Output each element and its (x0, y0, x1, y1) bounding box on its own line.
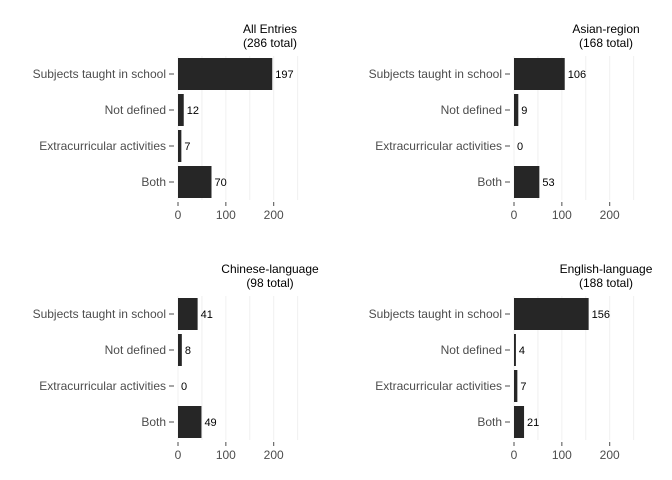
bar-value-label: 7 (520, 381, 526, 393)
bar (178, 406, 202, 438)
bar (514, 94, 519, 126)
bar-panel-3: Chinese-language(98 total) Subjects taugh… (33, 262, 319, 462)
bar-value-label: 0 (181, 381, 187, 393)
panel-title-line: All Entries (243, 22, 297, 36)
category-label: Both (477, 175, 502, 189)
bar-value-label: 49 (204, 417, 216, 429)
category-label: Both (141, 175, 166, 189)
category-label: Subjects taught in school (33, 67, 166, 81)
bar-value-label: 4 (519, 345, 525, 357)
bar (178, 166, 212, 198)
x-tick-label: 200 (264, 448, 284, 462)
bar (514, 58, 565, 90)
category-label: Not defined (105, 103, 166, 117)
bar (178, 130, 182, 162)
panel-title-line: (168 total) (579, 36, 633, 50)
x-tick-label: 100 (552, 448, 572, 462)
panel-title-line: (286 total) (243, 36, 297, 50)
category-label: Extracurricular activities (39, 379, 166, 393)
bar-value-label: 0 (517, 141, 523, 153)
bar (178, 58, 273, 90)
category-label: Extracurricular activities (39, 139, 166, 153)
category-label: Subjects taught in school (369, 67, 502, 81)
bar-value-label: 53 (542, 177, 554, 189)
bar (514, 298, 589, 330)
category-label: Both (477, 415, 502, 429)
panel-title-line: Asian-region (572, 22, 639, 36)
x-tick-label: 0 (175, 448, 182, 462)
bar-value-label: 7 (184, 141, 190, 153)
panel-title-line: (98 total) (246, 276, 293, 290)
category-label: Both (141, 415, 166, 429)
bar-value-label: 41 (201, 309, 213, 321)
x-tick-label: 0 (511, 448, 518, 462)
bar-value-label: 70 (214, 177, 226, 189)
category-label: Not defined (105, 343, 166, 357)
bar-value-label: 197 (275, 69, 293, 81)
bar (178, 334, 182, 366)
bar (514, 370, 518, 402)
bar (514, 334, 516, 366)
x-tick-label: 0 (175, 208, 182, 222)
bar-value-label: 106 (568, 69, 586, 81)
x-tick-label: 200 (600, 208, 620, 222)
bar-value-label: 12 (187, 105, 199, 117)
x-tick-label: 200 (264, 208, 284, 222)
category-label: Not defined (441, 343, 502, 357)
category-label: Extracurricular activities (375, 379, 502, 393)
panel-title-line: English-language (560, 262, 653, 276)
bar-panel-1: All Entries(286 total) Subjects taught in… (33, 22, 299, 222)
category-label: Extracurricular activities (375, 139, 502, 153)
bar-value-label: 9 (521, 105, 527, 117)
bar (178, 94, 184, 126)
bar (514, 166, 540, 198)
x-tick-label: 200 (600, 448, 620, 462)
bar-value-label: 8 (185, 345, 191, 357)
bar-value-label: 156 (592, 309, 610, 321)
bar-panel-2: Asian-region(168 total) Subjects taught i… (369, 22, 640, 222)
category-label: Subjects taught in school (33, 307, 166, 321)
bar-panel-4: English-language(188 total) Subjects taug… (369, 262, 653, 462)
category-label: Not defined (441, 103, 502, 117)
panel-title-line: (188 total) (579, 276, 633, 290)
bar (178, 298, 198, 330)
bar (514, 406, 525, 438)
panel-title-line: Chinese-language (221, 262, 319, 276)
bar-value-label: 21 (527, 417, 539, 429)
x-tick-label: 100 (216, 448, 236, 462)
x-tick-label: 100 (216, 208, 236, 222)
category-label: Subjects taught in school (369, 307, 502, 321)
x-tick-label: 100 (552, 208, 572, 222)
x-tick-label: 0 (511, 208, 518, 222)
